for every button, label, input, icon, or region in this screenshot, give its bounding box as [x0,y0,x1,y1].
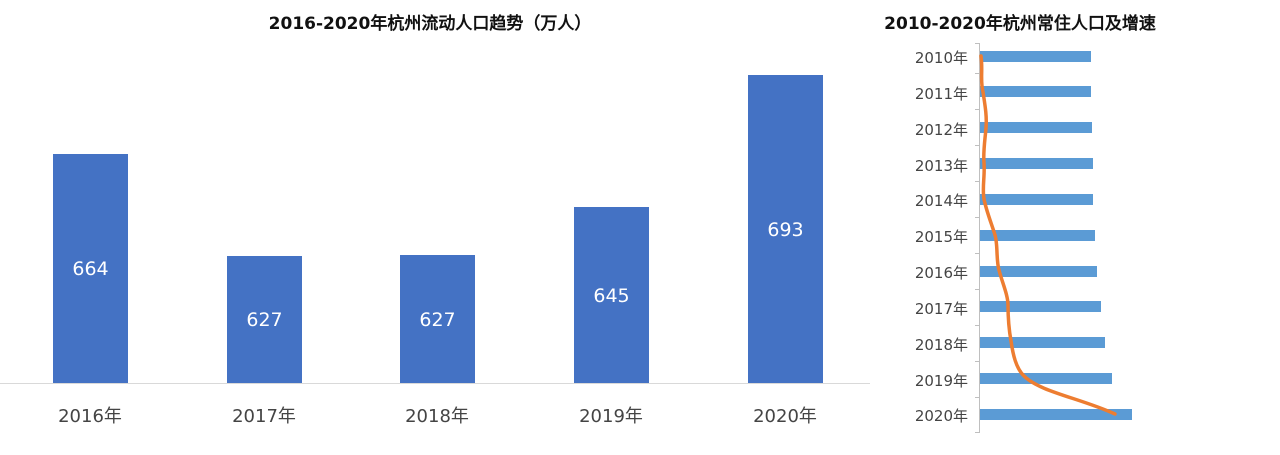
bar-value-label: 627 [246,309,283,331]
y-axis-label: 2013年 [914,157,968,175]
x-axis-label: 2016年 [58,406,122,427]
hbar-2016 [980,266,1097,277]
hbar-2020 [980,409,1132,420]
y-axis-label: 2014年 [914,192,968,210]
axis-tick [975,253,980,254]
axis-tick [975,43,980,44]
bar-2019: 645 [574,207,649,383]
axis-tick [975,325,980,326]
axis-tick [975,109,980,110]
x-axis-label: 2020年 [753,406,817,427]
hbar-2013 [980,158,1093,169]
y-axis-label: 2012年 [914,121,968,139]
axis-tick [975,73,980,74]
y-axis-line [979,43,980,433]
y-axis-label: 2020年 [914,407,968,425]
x-axis-line [0,383,870,384]
bar-2020: 693 [748,75,823,383]
x-axis-label: 2017年 [232,406,296,427]
right-chart-title: 2010-2020年杭州常住人口及增速 [884,14,1156,34]
axis-tick [975,145,980,146]
axis-tick [975,217,980,218]
bar-value-label: 627 [419,309,456,331]
axis-tick [975,181,980,182]
hbar-2010 [980,51,1091,62]
hbar-2012 [980,122,1092,133]
bar-2018: 627 [400,255,475,383]
hbar-2018 [980,337,1105,348]
x-axis-label: 2018年 [405,406,469,427]
y-axis-label: 2011年 [914,85,968,103]
y-axis-label: 2016年 [914,264,968,282]
hbar-2017 [980,301,1101,312]
bar-2017: 627 [227,256,302,383]
axis-tick [975,361,980,362]
bar-value-label: 664 [72,258,109,280]
hbar-2015 [980,230,1095,241]
bar-value-label: 693 [767,219,804,241]
axis-tick [975,397,980,398]
axis-tick [975,432,980,433]
y-axis-label: 2019年 [914,372,968,390]
hbar-2014 [980,194,1093,205]
y-axis-label: 2018年 [914,336,968,354]
y-axis-label: 2010年 [914,49,968,67]
axis-tick [975,289,980,290]
y-axis-label: 2015年 [914,228,968,246]
hbar-2011 [980,86,1091,97]
hbar-2019 [980,373,1112,384]
bar-2016: 664 [53,154,128,383]
x-axis-label: 2019年 [579,406,643,427]
y-axis-label: 2017年 [914,300,968,318]
left-chart-title: 2016-2020年杭州流动人口趋势（万人） [268,14,592,34]
bar-value-label: 645 [593,285,630,307]
